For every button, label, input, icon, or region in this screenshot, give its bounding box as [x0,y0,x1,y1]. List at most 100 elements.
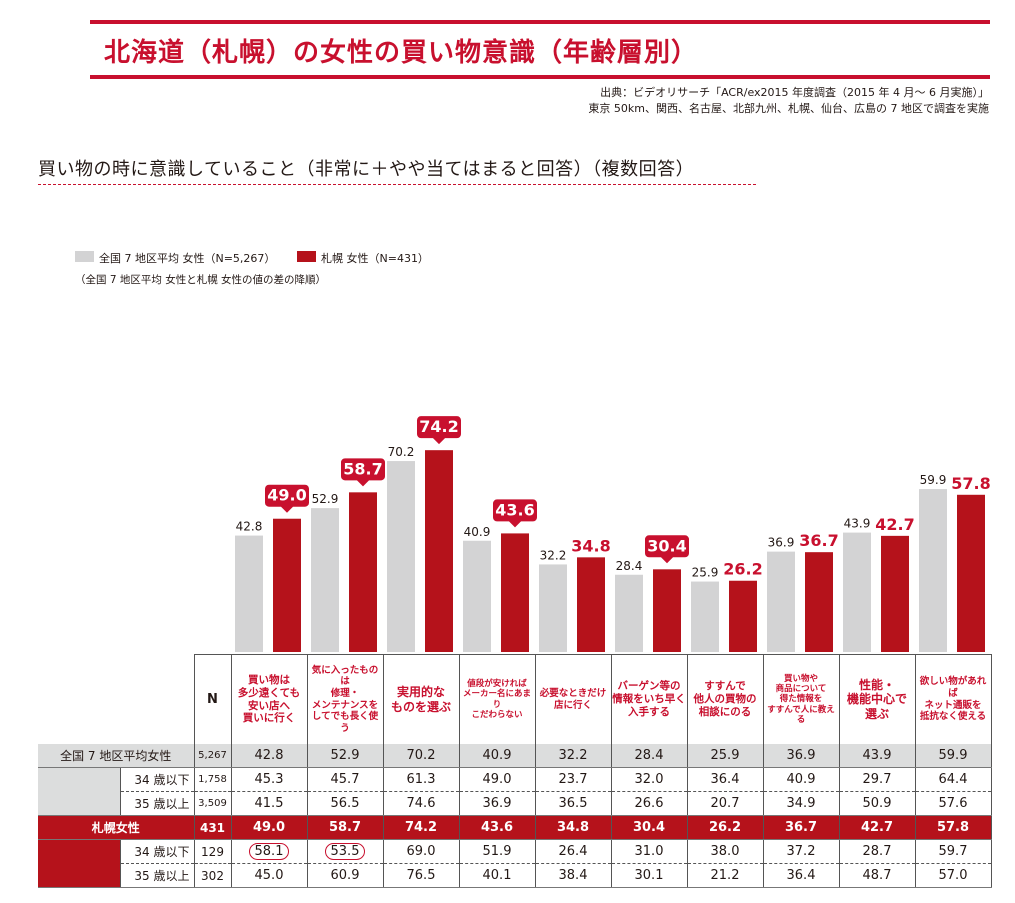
table-cell: 48.7 [838,863,915,888]
data-label-callout [493,499,537,528]
table-cell-circled: 58.1 [230,839,307,864]
col-header-2: 気に入ったものは 修理・ メンテナンスを してでも長く使う [306,654,383,744]
table-cell: 40.1 [458,863,535,888]
table-cell: 70.2 [382,744,459,768]
bar-national [691,581,719,652]
bar-sapporo [425,450,453,652]
col-header-6: バーゲン等の 情報をいち早く 入手する [610,654,687,744]
row-label: 35 歳以上 [119,863,194,888]
table-cell-circled: 53.5 [306,839,383,864]
data-label-national: 32.2 [540,548,567,562]
bar-sapporo [957,494,985,652]
data-label-national: 70.2 [388,445,415,459]
data-label-national: 25.9 [692,566,719,580]
table-cell: 38.4 [534,863,611,888]
bar-sapporo [349,492,377,652]
data-label-national: 40.9 [464,525,491,539]
bar-sapporo [729,580,757,652]
table-row-national-34under: 34 歳以下 1,758 45.3 45.7 61.3 49.0 23.7 32… [38,767,992,816]
table-cell: 64.4 [914,767,992,792]
legend-swatch-national [75,251,94,262]
data-label-sapporo: 43.6 [495,500,534,519]
table-cell: 26.4 [534,839,611,864]
table-cell: 74.6 [382,791,459,816]
table-cell: 30.1 [610,863,687,888]
table-cell: 56.5 [306,791,383,816]
table-cell: 45.0 [230,863,307,888]
table-row-national: 全国 7 地区平均女性 5,267 42.8 52.9 70.2 40.9 32… [38,744,992,768]
subtitle-underline [38,184,756,185]
data-label-sapporo: 30.4 [647,536,686,555]
table-row-national-35over: 35 歳以上 3,509 41.5 56.5 74.6 36.9 36.5 26… [38,791,992,816]
table-cell: 32.0 [610,767,687,792]
table-cell: 61.3 [382,767,459,792]
table-row-sapporo: 札幌女性 431 49.0 58.7 74.2 43.6 34.8 30.4 2… [38,815,992,840]
bar-national [919,489,947,652]
table-cell: 30.4 [610,815,687,840]
data-label-callout [417,416,461,445]
table-cell: 21.2 [686,863,763,888]
bar-sapporo [577,557,605,652]
table-cell: 28.4 [610,744,687,768]
table-cell: 43.6 [458,815,535,840]
data-label-sapporo: 57.8 [951,474,990,493]
page-title: 北海道（札幌）の女性の買い物意識（年齢層別） [104,38,699,68]
data-label-sapporo: 26.2 [723,560,762,579]
table-cell: 36.4 [686,767,763,792]
table-cell: 57.8 [914,815,992,840]
bar-national [463,540,491,652]
col-header-9: 性能・ 機能中心で 選ぶ [838,654,915,744]
table-cell: 41.5 [230,791,307,816]
table-cell: 36.7 [762,815,839,840]
table-cell: 42.8 [230,744,307,768]
table-cell: 45.3 [230,767,307,792]
table-cell: 43.9 [838,744,915,768]
table-cell: 59.7 [914,839,992,864]
data-label-sapporo: 34.8 [571,536,610,555]
header-blank [38,655,194,745]
bar-national [387,461,415,652]
bar-sapporo [881,535,909,652]
circled-value: 53.5 [324,843,366,860]
table-cell: 36.9 [762,744,839,768]
row-label: 34 歳以下 [119,839,194,864]
source-line-1: 出典：ビデオリサーチ「ACR/ex2015 年度調査（2015 年 4 月〜 6… [600,86,989,99]
table-cell: 20.7 [686,791,763,816]
table-cell: 40.9 [458,744,535,768]
row-n: 129 [193,839,231,864]
table-cell: 26.6 [610,791,687,816]
source-line-2: 東京 50km、関西、名古屋、北部九州、札幌、仙台、広島の 7 地区で調査を実施 [588,102,989,115]
data-label-callout [341,458,385,487]
bar-national [843,532,871,652]
data-label-sapporo: 42.7 [875,515,914,534]
data-label-sapporo: 74.2 [419,417,458,436]
table-cell: 42.7 [838,815,915,840]
table-cell: 38.0 [686,839,763,864]
table-cell: 58.7 [306,815,383,840]
data-table: N 買い物は 多少遠くても 安い店へ 買いに行く 気に入ったものは 修理・ メンテナンスを… [38,654,992,888]
table-cell: 36.5 [534,791,611,816]
row-n: 1,758 [193,767,231,792]
table-cell: 34.9 [762,791,839,816]
data-label-callout [645,535,689,564]
bar-sapporo [805,552,833,652]
legend-label-sapporo: 札幌 女性（N=431） [321,252,429,265]
data-label-sapporo: 58.7 [343,459,382,478]
col-header-3: 実用的な ものを選ぶ [382,654,459,744]
sort-note: （全国 7 地区平均 女性と札幌 女性の値の差の降順） [75,274,327,286]
table-cell: 25.9 [686,744,763,768]
table-cell: 76.5 [382,863,459,888]
row-label: 35 歳以上 [119,791,194,816]
circled-value: 58.1 [248,843,290,860]
table-cell: 57.0 [914,863,992,888]
bar-national [615,574,643,652]
data-label-sapporo: 36.7 [799,531,838,550]
n-header: N [193,654,231,744]
row-label: 全国 7 地区平均女性 [38,744,194,768]
table-cell: 57.6 [914,791,992,816]
col-header-1: 買い物は 多少遠くても 安い店へ 買いに行く [230,654,307,744]
row-n: 3,509 [193,791,231,816]
col-header-4: 値段が安ければ メーカー名にあまり こだわらない [458,654,535,744]
data-label-sapporo: 49.0 [267,486,306,505]
